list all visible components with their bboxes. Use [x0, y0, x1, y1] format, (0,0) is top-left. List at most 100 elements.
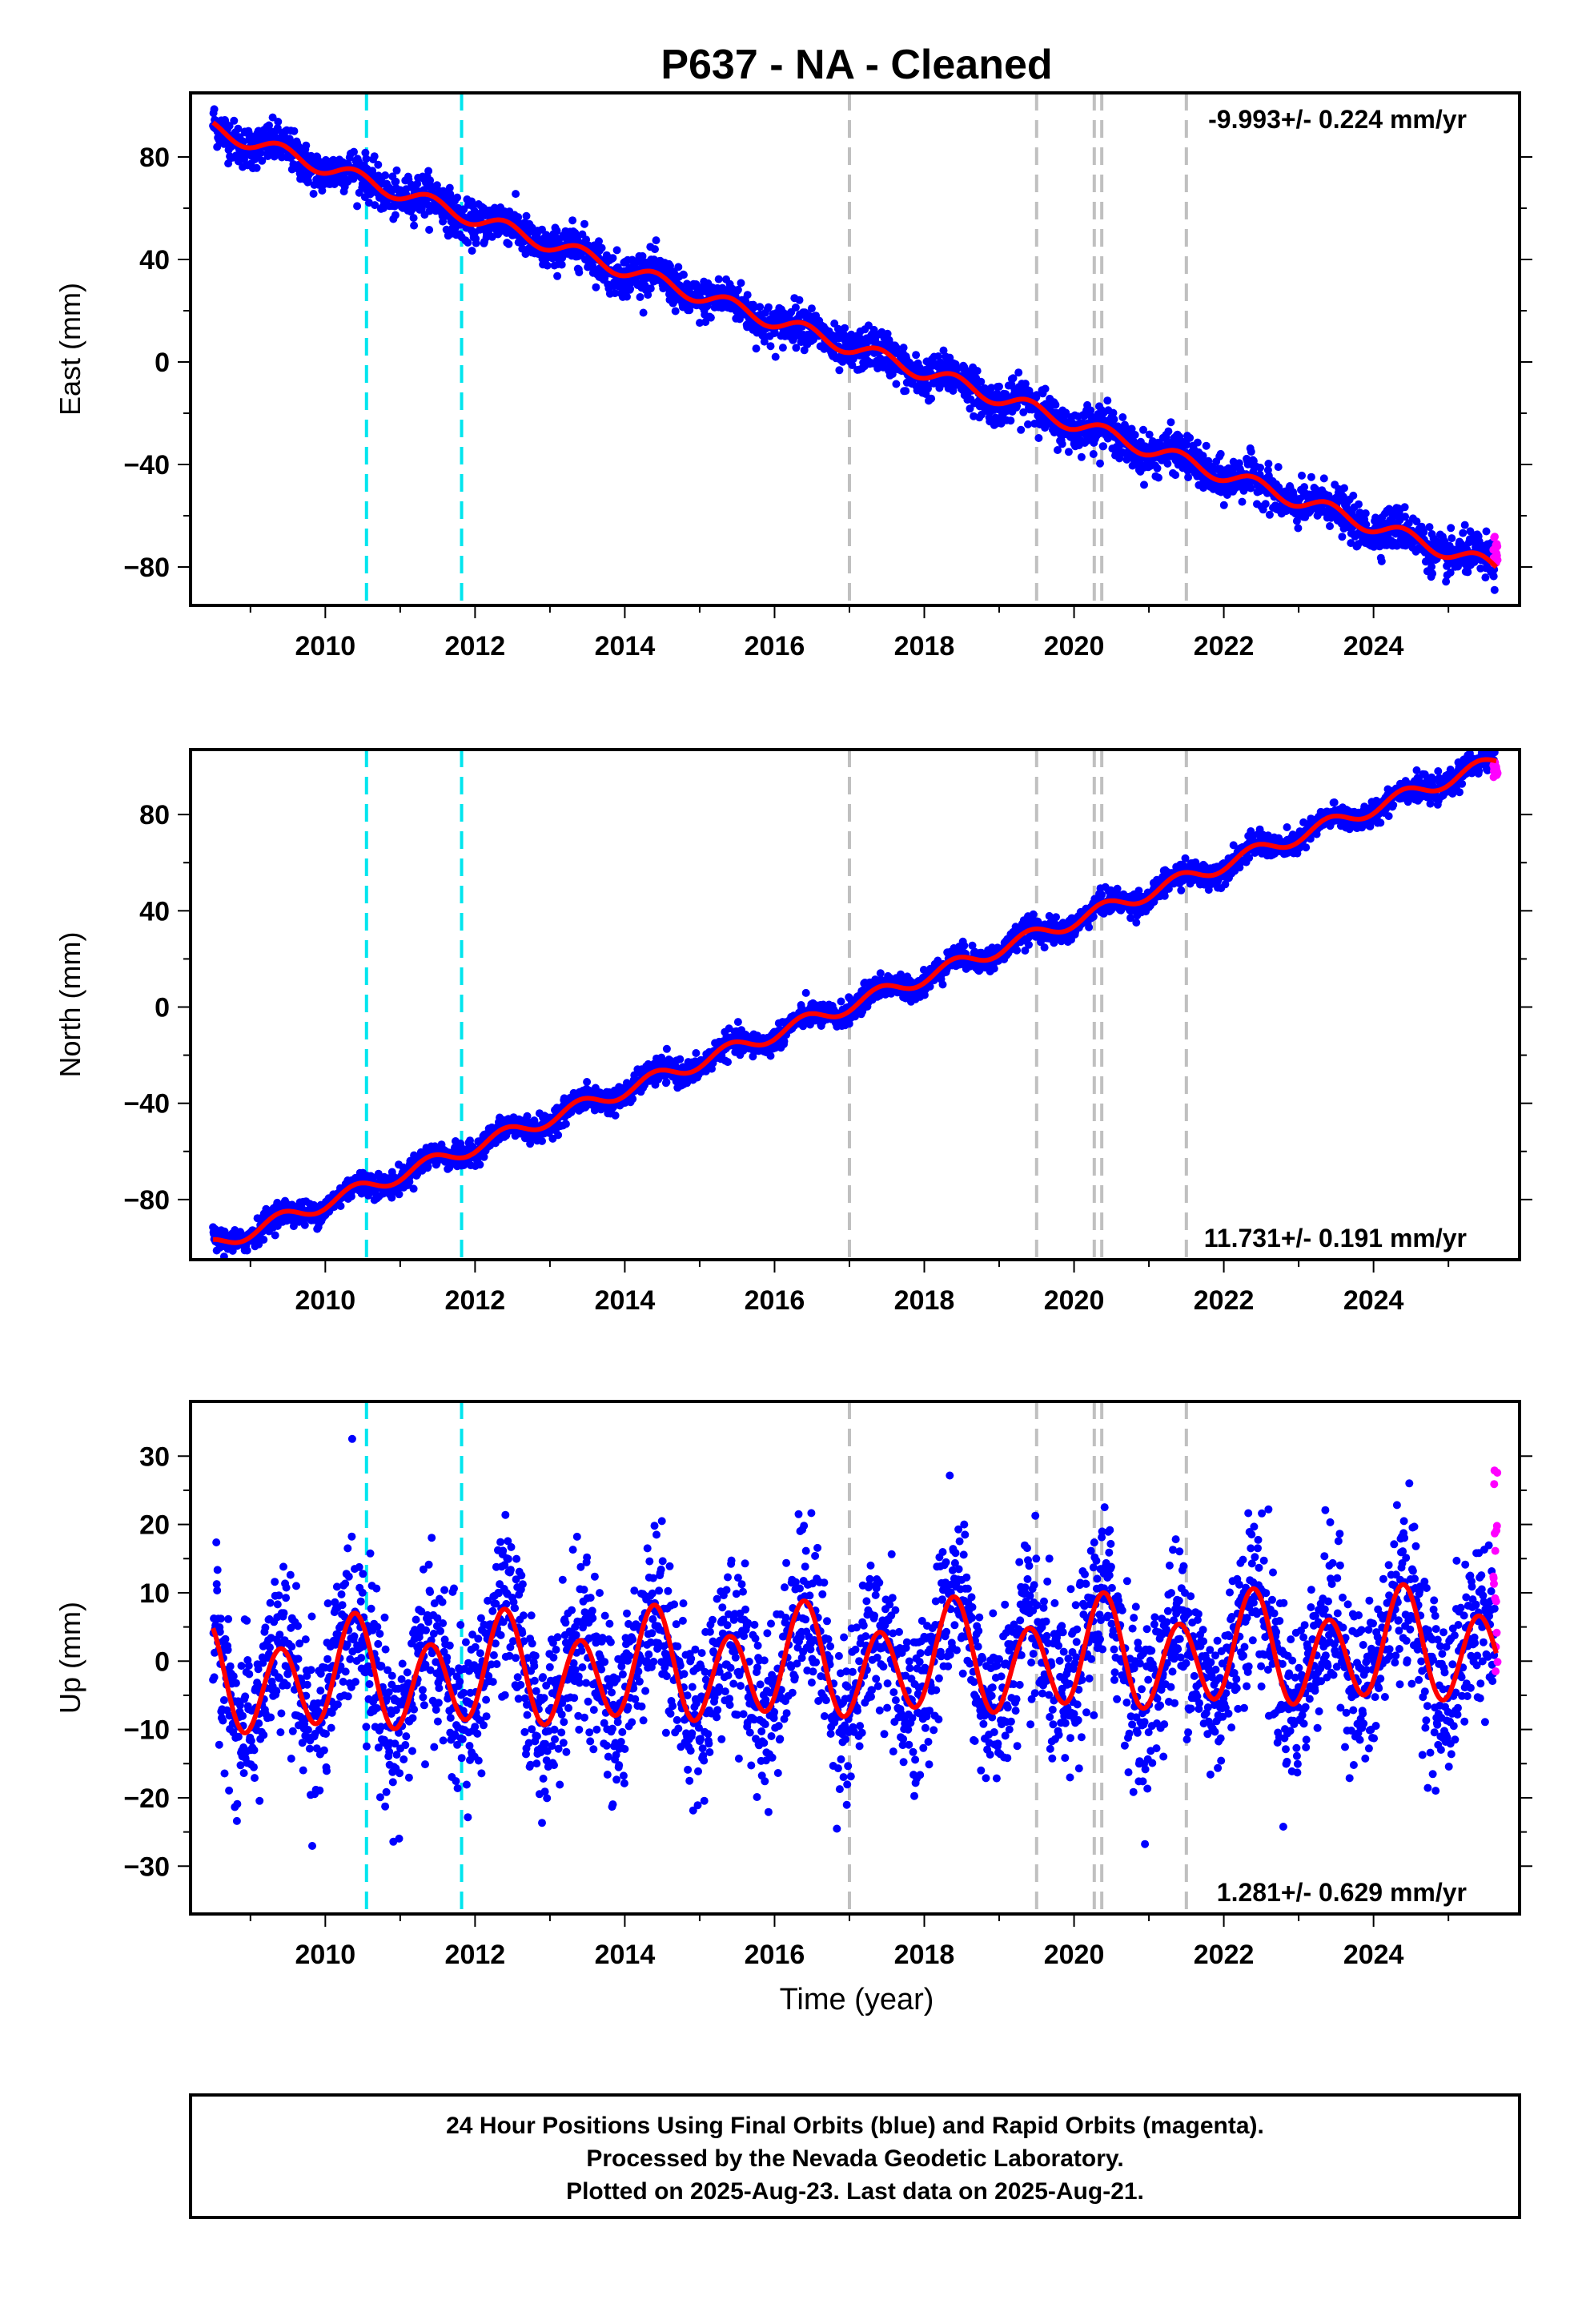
data-point	[361, 148, 370, 157]
x-tick-label: 2018	[894, 631, 955, 661]
data-point	[666, 262, 674, 270]
data-point	[1058, 440, 1066, 448]
data-point	[1096, 459, 1104, 468]
data-point	[692, 1049, 701, 1057]
data-point	[553, 271, 562, 280]
data-point	[1400, 503, 1409, 512]
data-point	[1009, 374, 1018, 383]
final-orbit-points	[209, 105, 1499, 594]
x-tick-label: 2020	[1044, 631, 1105, 661]
data-point	[1300, 483, 1309, 492]
data-point	[1392, 541, 1401, 550]
data-point	[1482, 527, 1491, 536]
data-point	[1264, 460, 1273, 468]
data-point	[1292, 517, 1301, 525]
data-point	[580, 219, 588, 228]
data-point	[680, 271, 688, 279]
data-point	[259, 1236, 268, 1244]
data-point	[538, 1136, 546, 1145]
data-point	[1118, 413, 1127, 421]
data-point	[1446, 569, 1455, 577]
data-point	[671, 307, 680, 316]
data-point	[899, 344, 908, 352]
data-point	[892, 380, 901, 388]
x-tick-label: 2014	[595, 631, 656, 661]
data-point	[1115, 454, 1124, 463]
data-point	[526, 1140, 535, 1148]
data-point	[1377, 557, 1386, 565]
data-point	[883, 329, 892, 338]
data-point	[1442, 577, 1451, 586]
data-point	[1017, 425, 1026, 434]
data-point	[1401, 513, 1410, 521]
data-point	[268, 113, 277, 122]
data-point	[362, 155, 371, 163]
data-point	[1184, 473, 1193, 481]
data-point	[1163, 459, 1172, 468]
x-tick-label: 2010	[295, 631, 356, 661]
y-axis-label: East (mm)	[54, 283, 86, 416]
data-point	[938, 980, 947, 989]
data-point	[424, 1162, 432, 1171]
plot-frame	[189, 91, 1521, 607]
data-point	[543, 261, 552, 270]
data-point	[1419, 528, 1428, 537]
data-point	[638, 251, 647, 260]
data-point	[926, 982, 934, 991]
data-point	[771, 352, 780, 361]
data-point	[912, 351, 921, 360]
x-tick-label: 2024	[1343, 631, 1404, 661]
data-point	[1460, 521, 1469, 529]
data-point	[611, 289, 620, 298]
rate-annotation: -9.993+/- 0.224 mm/yr	[1208, 105, 1467, 134]
data-point	[439, 217, 448, 226]
data-point	[1086, 406, 1095, 415]
data-point	[1140, 480, 1148, 489]
data-point	[901, 387, 910, 396]
data-point	[795, 296, 804, 304]
data-point	[741, 296, 750, 305]
east-panel: 2010 2012 2014 2016 2018 2020 2022 2024−80−4004…	[54, 91, 1532, 661]
data-point	[749, 304, 758, 312]
data-point	[219, 1252, 228, 1260]
data-point	[733, 1018, 742, 1027]
data-point	[391, 177, 400, 186]
data-point	[392, 166, 401, 175]
data-point	[876, 969, 885, 978]
data-point	[927, 394, 936, 403]
y-tick-label: 80	[139, 143, 170, 173]
data-point	[1427, 562, 1436, 571]
data-point	[995, 382, 1003, 391]
data-point	[1006, 416, 1015, 425]
data-point	[1294, 524, 1303, 533]
data-point	[1202, 441, 1211, 450]
data-point	[1361, 509, 1370, 517]
data-point	[1319, 474, 1328, 483]
data-point	[1219, 501, 1228, 509]
data-point	[869, 325, 878, 334]
data-point	[476, 1160, 484, 1169]
data-point	[1164, 427, 1173, 436]
data-point	[561, 1120, 570, 1128]
data-point	[792, 344, 801, 352]
data-point	[1489, 572, 1498, 581]
model-fit-line	[211, 120, 1499, 569]
data-point	[424, 167, 433, 175]
data-point	[651, 245, 659, 254]
data-point	[848, 361, 857, 369]
data-point	[1347, 539, 1355, 548]
data-point	[453, 193, 462, 202]
data-point	[1110, 415, 1118, 424]
data-point	[271, 1231, 279, 1240]
data-point	[1130, 431, 1139, 439]
plot-area	[209, 93, 1502, 605]
data-point	[1109, 408, 1118, 417]
data-point	[780, 1037, 789, 1046]
data-point	[1051, 400, 1060, 409]
data-point	[623, 292, 631, 301]
data-point	[1089, 450, 1098, 458]
data-point	[391, 211, 400, 219]
data-point	[353, 202, 362, 211]
data-point	[1014, 368, 1023, 377]
